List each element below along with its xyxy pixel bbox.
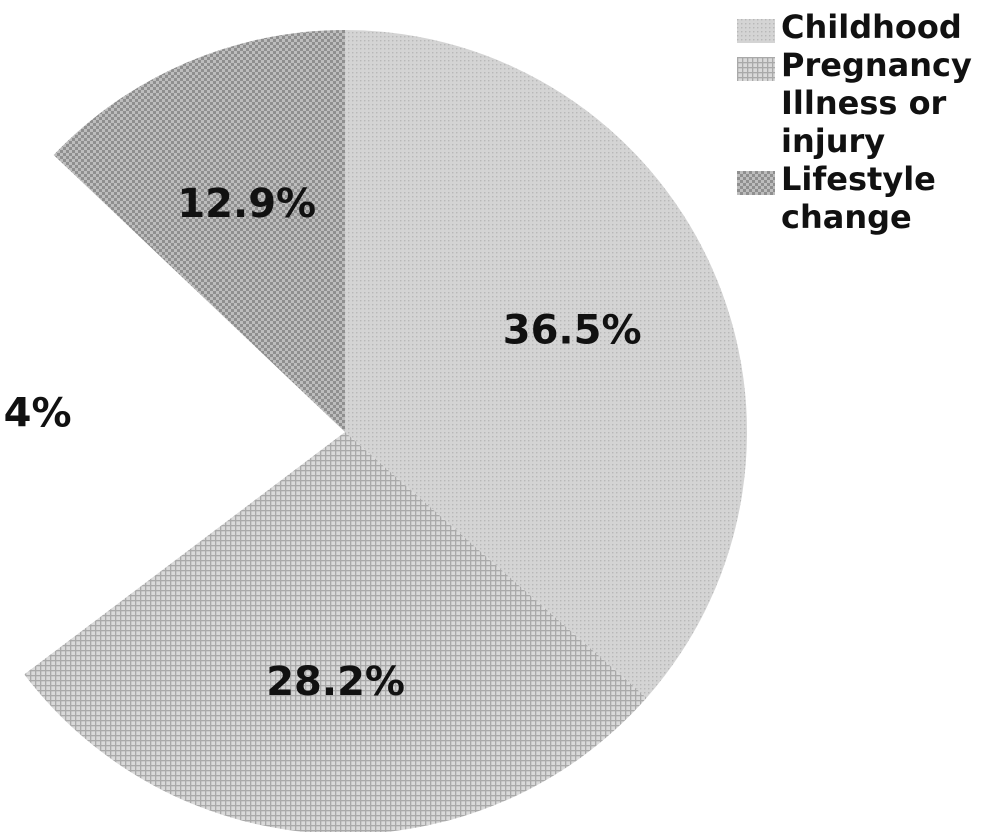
- pie-slice-pregnancy: [24, 432, 647, 834]
- legend-label-lifestyle-change: Lifestyle change: [781, 160, 936, 236]
- slice-label-childhood: 36.5%: [503, 307, 642, 353]
- legend-item-lifestyle-change: Lifestyle change: [735, 160, 985, 236]
- slice-label-illness-or-injury: 22.4%: [0, 391, 72, 437]
- legend-item-pregnancy: Pregnancy: [735, 46, 985, 84]
- legend-item-illness-or-injury: Illness or injury: [735, 84, 985, 160]
- legend-swatch-childhood: [737, 19, 775, 43]
- legend-label-pregnancy: Pregnancy: [781, 46, 972, 84]
- slice-label-pregnancy: 28.2%: [266, 659, 405, 705]
- slice-label-lifestyle-change: 12.9%: [177, 181, 316, 227]
- legend-swatch-pregnancy: [737, 57, 775, 81]
- pie-slice-childhood: [345, 30, 747, 698]
- slices-layer: [0, 30, 747, 834]
- slice-labels-layer: 36.5% 28.2% 22.4% 12.9%: [0, 181, 642, 705]
- pie-slice-lifestyle-change: [53, 30, 345, 432]
- legend-label-illness-or-injury: Illness or injury: [781, 84, 947, 160]
- legend-swatch-illness-or-injury: [737, 95, 775, 119]
- legend-swatch-lifestyle-change: [737, 171, 775, 195]
- chart-legend: Childhood Pregnancy Illness or injury Lifes…: [735, 8, 985, 236]
- pie-slice-illness-or-injury: [0, 166, 276, 636]
- legend-label-childhood: Childhood: [781, 8, 962, 46]
- legend-item-childhood: Childhood: [735, 8, 985, 46]
